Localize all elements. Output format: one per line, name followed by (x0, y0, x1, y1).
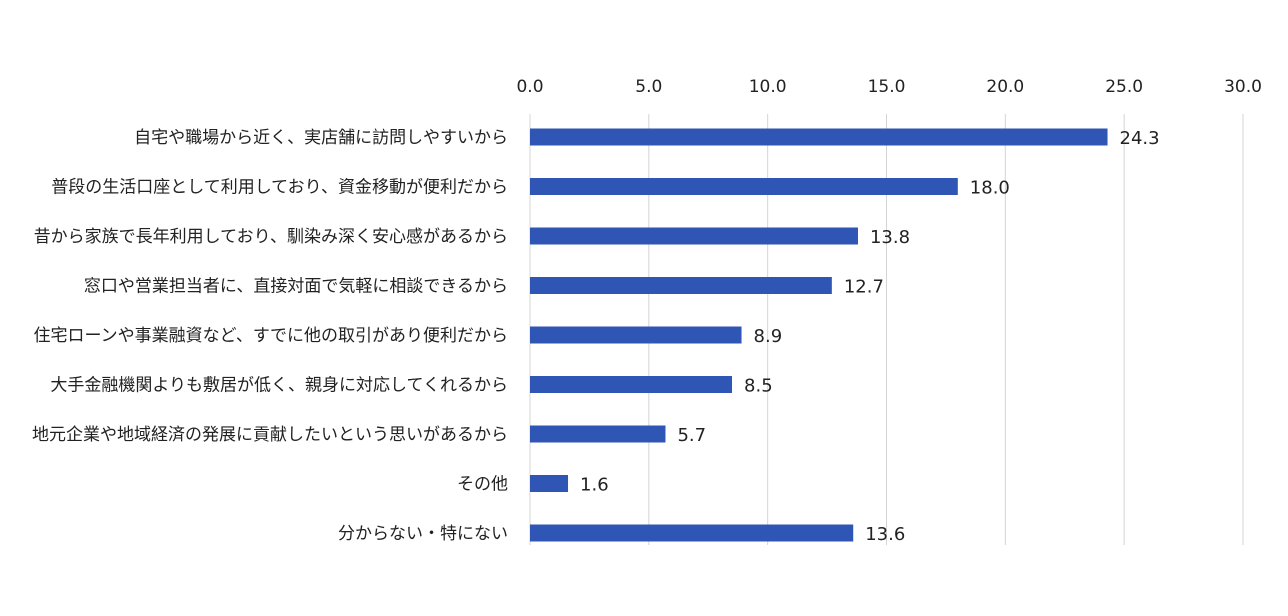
x-tick-label: 20.0 (986, 77, 1024, 97)
bar (530, 227, 858, 245)
x-axis-ticks: 0.0 5.0 10.0 15.0 20.0 25.0 30.0 (516, 77, 1261, 97)
bar (530, 376, 733, 393)
bar (530, 524, 854, 542)
x-tick-label: 5.0 (635, 77, 662, 97)
bar (530, 475, 569, 492)
bars (530, 128, 1108, 542)
bar (530, 128, 1108, 146)
x-tick-label: 30.0 (1224, 77, 1262, 97)
category-label: 昔から家族で長年利用しており、馴染み深く安心感があるから (34, 227, 508, 247)
value-label: 24.3 (1120, 128, 1160, 149)
value-labels: 24.3 18.0 13.8 12.7 8.9 8.5 5.7 1.6 13.6 (580, 128, 1160, 545)
value-label: 8.5 (744, 376, 773, 397)
bar (530, 326, 742, 344)
category-label: 普段の生活口座として利用しており、資金移動が便利だから (51, 178, 508, 198)
x-tick-label: 0.0 (516, 77, 543, 97)
category-label: 分からない・特にない (338, 524, 508, 544)
category-label: 自宅や職場から近く、実店舗に訪問しやすいから (134, 128, 508, 148)
value-label: 12.7 (844, 277, 884, 298)
category-label: 地元企業や地域経済の発展に貢献したいという思いがあるから (32, 425, 508, 445)
category-label: 大手金融機関よりも敷居が低く、親身に対応してくれるから (50, 376, 508, 396)
value-label: 8.9 (754, 326, 783, 347)
category-label: 住宅ローンや事業融資など、すでに他の取引があり便利だから (34, 326, 508, 346)
x-tick-label: 25.0 (1105, 77, 1143, 97)
value-label: 18.0 (970, 178, 1010, 199)
bar (530, 425, 666, 443)
category-label: 窓口や営業担当者に、直接対面で気軽に相談できるから (84, 277, 508, 297)
value-label: 13.6 (865, 524, 905, 545)
value-label: 1.6 (580, 475, 609, 496)
category-labels: 自宅や職場から近く、実店舗に訪問しやすいから普段の生活口座として利用しており、資… (32, 128, 508, 544)
x-tick-label: 10.0 (749, 77, 787, 97)
category-label: その他 (457, 475, 508, 495)
x-tick-label: 15.0 (868, 77, 906, 97)
bar (530, 277, 832, 294)
bar (530, 178, 958, 195)
value-label: 13.8 (870, 227, 910, 248)
value-label: 5.7 (677, 425, 706, 446)
